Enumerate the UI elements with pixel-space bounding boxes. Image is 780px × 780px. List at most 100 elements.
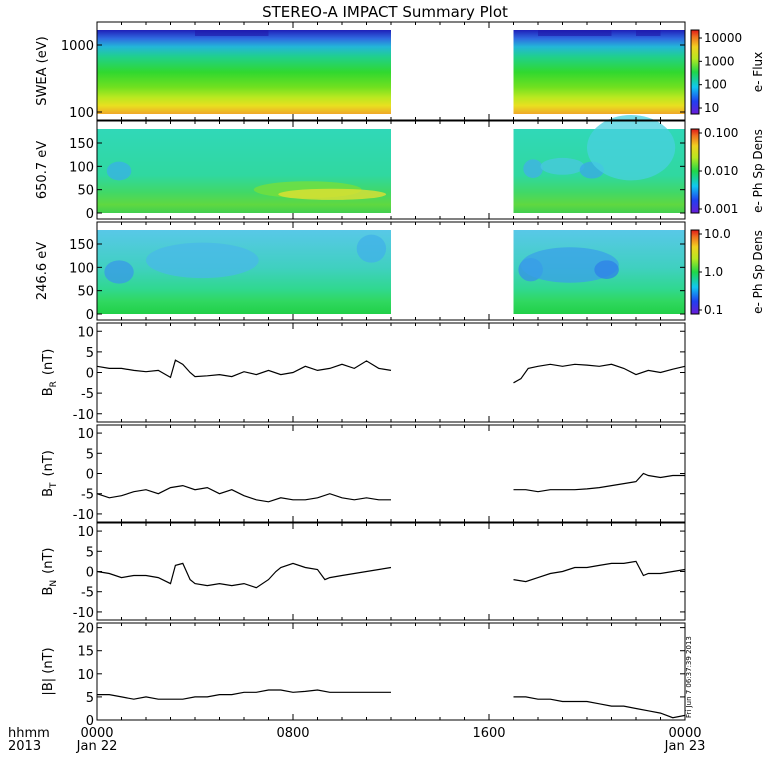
- colorbar-tick-label-pad_650-0: 0.100: [704, 126, 738, 140]
- spectrogram-feature-pad_246-1: [146, 242, 259, 279]
- spectrogram-feature-pad_650-2: [278, 188, 387, 200]
- swea-texture-1: [538, 30, 612, 36]
- series-line-bmag-0: [97, 689, 391, 700]
- ytick-label-bt-2: 0: [86, 468, 94, 483]
- panel-frame-bn: [96, 522, 686, 621]
- colorbar-tick-label-pad_650-2: 0.001: [704, 202, 738, 216]
- ytick-label-bt-0: 10: [77, 427, 94, 442]
- colorbar-tick-label-pad_246-2: 0.1: [704, 303, 723, 317]
- colorbar-tick-label-pad_246-0: 10.0: [704, 227, 731, 241]
- ytick-label-pad_650-2: 50: [77, 184, 94, 199]
- series-line-br-0: [96, 359, 392, 379]
- ylabel-swea: SWEA (eV): [35, 36, 50, 105]
- footer-row2-label: 2013: [8, 739, 41, 754]
- colorbar-tick-label-swea-2: 100: [704, 78, 727, 92]
- colorbar-label-pad_650: e- Ph Sp Dens: [751, 129, 765, 213]
- spectrogram-feature-pad_650-0: [106, 161, 132, 181]
- series-line-bn-1: [513, 560, 686, 583]
- swea-texture-2: [636, 30, 661, 36]
- xtick-label-date-3: Jan 23: [664, 739, 706, 754]
- colorbar-tick-label-swea-0: 10000: [704, 31, 742, 45]
- ylabel-unit-bn: (nT): [41, 548, 56, 574]
- ytick-label-pad_246-0: 150: [69, 238, 94, 253]
- colorbar-tick-label-swea-3: 10: [704, 101, 719, 115]
- spectrogram-feature-pad_650-6: [587, 115, 676, 181]
- ytick-label-swea-0: 1000: [61, 39, 94, 54]
- xtick-label-time-3: 0000: [668, 726, 701, 741]
- ytick-label-bmag-0: 20: [77, 622, 94, 637]
- ytick-label-pad_650-0: 150: [69, 137, 94, 152]
- ytick-label-br-4: -10: [73, 408, 94, 423]
- colorbar-swea: [690, 29, 700, 115]
- ytick-label-pad_650-3: 0: [86, 207, 94, 222]
- ylabel-subscript-bn: N: [49, 580, 59, 587]
- swea-texture-0: [195, 30, 269, 36]
- ylabel-bmag: |B| (nT): [41, 647, 56, 695]
- spectrogram-feature-pad_246-5: [594, 260, 619, 279]
- panel-frame-br: [96, 322, 686, 423]
- ytick-label-bn-2: 0: [86, 566, 94, 581]
- spectrogram-feature-pad_650-4: [540, 157, 585, 175]
- run-timestamp: Fri Jun 7 06:37:39 2013: [685, 636, 693, 718]
- ylabel-pad_650: 650.7 eV: [35, 141, 50, 199]
- ylabel-pad_246: 246.6 eV: [35, 242, 50, 300]
- ytick-label-br-1: 5: [86, 346, 94, 361]
- spectrogram-feature-pad_246-0: [104, 260, 134, 284]
- colorbar-label-pad_246: e- Ph Sp Dens: [751, 230, 765, 314]
- ylabel-unit-br: (nT): [41, 349, 56, 375]
- ytick-label-swea-1: 100: [69, 106, 94, 121]
- ytick-label-br-0: 10: [77, 325, 94, 340]
- ylabel-bn: BN(nT): [41, 548, 59, 596]
- spectrogram-feature-pad_246-4: [520, 247, 619, 283]
- spectrogram-left-swea: [97, 30, 391, 114]
- panel-frame-bmag: [96, 622, 686, 721]
- ytick-label-br-3: -5: [81, 387, 94, 402]
- panel-frame-bt: [96, 424, 686, 523]
- series-line-bn-0: [96, 562, 392, 589]
- ytick-label-bn-0: 10: [77, 525, 94, 540]
- ytick-label-br-2: 0: [86, 367, 94, 382]
- ytick-label-pad_246-2: 50: [77, 285, 94, 300]
- ytick-label-bt-3: -5: [81, 488, 94, 503]
- ytick-label-pad_650-1: 100: [69, 160, 94, 175]
- ytick-label-pad_246-1: 100: [69, 261, 94, 276]
- footer-row1-label: hhmm: [8, 726, 50, 741]
- ytick-label-bn-1: 5: [86, 545, 94, 560]
- ytick-label-bmag-4: 0: [86, 714, 94, 729]
- series-line-bmag-1: [513, 696, 686, 719]
- plot-title: STEREO-A IMPACT Summary Plot: [262, 3, 508, 21]
- spectrogram-layer: [97, 30, 685, 314]
- ytick-label-pad_246-3: 0: [86, 308, 94, 323]
- spectrogram-feature-pad_650-3: [523, 159, 543, 179]
- spectrogram-feature-pad_246-2: [356, 234, 387, 263]
- ytick-label-bt-4: -10: [73, 508, 94, 523]
- ytick-label-bt-1: 5: [86, 447, 94, 462]
- ylabel-subscript-bt: T: [49, 482, 59, 489]
- colorbar-pad_650: [690, 128, 700, 214]
- ytick-label-bmag-1: 15: [77, 645, 94, 660]
- ylabel-bt: BT(nT): [41, 450, 59, 497]
- series-line-bt-0: [96, 484, 391, 503]
- colorbar-label-swea: e- Flux: [751, 52, 765, 92]
- xtick-label-date-0: Jan 22: [76, 739, 118, 754]
- line-plot-layer: [96, 359, 686, 719]
- colorbar-tick-label-pad_650-1: 0.010: [704, 164, 738, 178]
- ylabel-subscript-br: R: [49, 381, 59, 387]
- spectrogram-left-pad_650: [97, 129, 391, 213]
- series-line-bt-1: [513, 472, 685, 493]
- colorbar-pad_246: [690, 229, 700, 315]
- ylabel-br: BR(nT): [41, 349, 59, 397]
- series-line-br-1: [513, 363, 686, 384]
- colorbar-tick-label-swea-1: 1000: [704, 54, 735, 68]
- ylabel-unit-bt: (nT): [41, 450, 56, 476]
- spectrogram-right-swea: [513, 30, 685, 114]
- ytick-label-bmag-3: 5: [86, 691, 94, 706]
- xtick-label-time-0: 0000: [80, 726, 113, 741]
- ytick-label-bmag-2: 10: [77, 668, 94, 683]
- ytick-label-bn-4: -10: [73, 606, 94, 621]
- colorbar-tick-label-pad_246-1: 1.0: [704, 265, 723, 279]
- ytick-label-bn-3: -5: [81, 586, 94, 601]
